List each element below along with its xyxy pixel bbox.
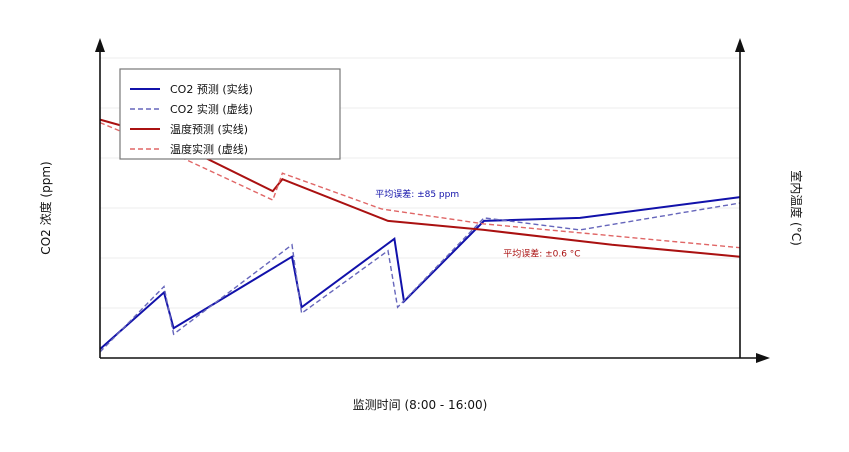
annotation-layer: 平均误差: ±85 ppm 平均误差: ±0.6 °C	[375, 188, 580, 260]
series-line-1	[99, 196, 741, 350]
legend-box	[119, 68, 341, 160]
legend-items: CO2 预测 (实线) CO2 实测 (虚线) 温度预测 (实线) 温度实测 (虚线)	[130, 82, 253, 156]
annotation-2: 平均误差: ±0.6 °C	[503, 248, 580, 260]
left-y-axis-label: CO2 浓度 (ppm)	[38, 161, 53, 254]
right-y-axis-label: 室内温度 (°C)	[789, 170, 804, 246]
series-line-2	[99, 202, 741, 353]
legend-label-4: 温度实测 (虚线)	[170, 142, 248, 156]
x-axis-arrow	[756, 353, 770, 363]
x-axis-label: 监测时间 (8:00 - 16:00)	[353, 398, 488, 412]
legend-label-3: 温度预测 (实线)	[170, 122, 248, 136]
right-y-axis-arrow	[735, 38, 745, 52]
axes-layer	[95, 38, 770, 363]
annotation-1: 平均误差: ±85 ppm	[375, 188, 459, 200]
legend-label-2: CO2 实测 (虚线)	[170, 102, 253, 116]
left-y-axis-arrow	[95, 38, 105, 52]
legend: CO2 预测 (实线) CO2 实测 (虚线) 温度预测 (实线) 温度实测 (虚线)	[119, 68, 341, 160]
legend-label-1: CO2 预测 (实线)	[170, 82, 253, 96]
